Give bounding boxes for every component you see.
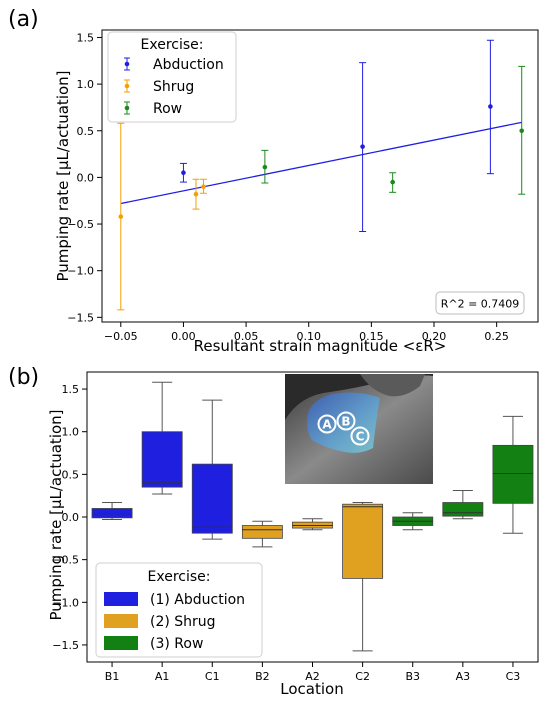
y-tick-label: 1.0	[62, 426, 80, 439]
panel-b-x-axis: B1 A1 C1 B2 A2 C2 B3 A3 C3	[105, 662, 521, 683]
panel-a-y-axis-title: Pumping rate [μL/actuation]	[54, 70, 72, 281]
legend-swatch-3	[104, 636, 138, 650]
y-tick-label: 1.5	[62, 383, 80, 396]
inset-marker-label-a: A	[322, 418, 332, 432]
panel-a-data-layer	[117, 39, 526, 311]
x-tick-label: A2	[305, 670, 320, 683]
y-tick-label: −1.5	[52, 639, 79, 652]
y-tick-label: −1.0	[52, 596, 79, 609]
legend-swatch-2	[104, 614, 138, 628]
y-tick-label: 1.5	[77, 31, 95, 44]
row-data-point	[519, 128, 525, 134]
legend-swatch-1	[104, 592, 138, 606]
inset-marker-b	[336, 411, 356, 431]
r-squared-box	[435, 291, 525, 315]
shrug-legend-label: Shrug	[153, 79, 194, 95]
x-tick-label: 0.10	[296, 330, 321, 343]
x-tick-label: B1	[105, 670, 120, 683]
x-tick-label: A3	[456, 670, 471, 683]
abduction-data-point	[181, 170, 186, 176]
x-tick-label: 0.00	[171, 330, 196, 343]
panel-a-label: (a)	[8, 7, 39, 32]
panel-b-y-axis: −1.5 −1.0 −0.5 0.0 0.5 1.0 1.5	[52, 383, 87, 652]
panel-b-legend-frame	[95, 562, 263, 658]
sensor-pad	[307, 392, 380, 453]
panel-b-label: (b)	[8, 365, 39, 390]
inset-markers: A BC	[317, 411, 370, 446]
x-tick-label: B3	[405, 670, 420, 683]
row-data-point	[262, 164, 268, 170]
box-c1-body	[191, 463, 233, 534]
box-c3-body	[492, 444, 534, 504]
panel-a-x-axis: −0.05 0.00 0.05 0.10 0.15 0.20 0.25	[104, 322, 509, 343]
panel-a-legend-title: Exercise:	[141, 37, 204, 53]
row-legend-marker	[124, 105, 130, 111]
panel-b-x-axis-title: Location	[280, 680, 343, 698]
panel-a-legend-frame	[107, 31, 237, 123]
x-tick-label: C2	[355, 670, 370, 683]
inset-marker-c	[350, 426, 370, 446]
shrug-data-point	[201, 184, 206, 190]
row-data-point	[390, 179, 395, 185]
shrug-data-point	[193, 191, 199, 197]
abduction-legend-marker	[124, 61, 130, 67]
inset-marker-a	[317, 414, 337, 434]
y-tick-label: 0.0	[62, 511, 80, 524]
y-tick-label: −0.5	[52, 554, 79, 567]
panel-a-x-axis-title: Resultant strain magnitude <εR>	[194, 337, 447, 355]
y-tick-label: −1.0	[67, 265, 94, 278]
panel-b-legend: Exercise: (1) Abduction (2) Shrug (3) Row	[95, 562, 263, 658]
legend-label-1: (1) Abduction	[150, 592, 245, 608]
abduction-data-point	[360, 144, 365, 149]
box-c2-body	[342, 503, 384, 579]
y-tick-label: 0.5	[62, 468, 80, 481]
y-tick-label: 0.5	[77, 125, 95, 138]
x-tick-label: 0.20	[422, 330, 447, 343]
x-tick-label: A1	[155, 670, 170, 683]
shrug-data-point	[118, 214, 124, 219]
x-tick-label: B2	[255, 670, 270, 683]
x-tick-label: C3	[506, 670, 521, 683]
y-tick-label: −1.5	[67, 311, 94, 324]
y-tick-label: 0.0	[77, 171, 95, 184]
r-squared-annotation: R^2 = 0.7409	[435, 291, 525, 315]
panel-a-plot-frame	[101, 29, 539, 323]
panel-b-legend-title: Exercise:	[148, 569, 211, 585]
shoulder-inset-image: A BC	[285, 374, 433, 484]
panel-b-y-axis-title: Pumping rate [μL/actuation]	[47, 409, 65, 620]
panel-b-data-layer	[91, 381, 534, 652]
y-tick-label: −0.5	[67, 218, 94, 231]
panel-a-y-axis: −1.5 −1.0 −0.5 0.0 0.5 1.0 1.5	[67, 31, 102, 324]
abduction-data-point	[488, 104, 493, 109]
x-tick-label: 0.15	[359, 330, 384, 343]
inset-marker-label-b: B	[341, 415, 350, 429]
y-tick-label: 1.0	[77, 78, 95, 91]
x-tick-label: 0.25	[484, 330, 509, 343]
x-tick-label: C1	[205, 670, 220, 683]
box-a3-body	[442, 502, 484, 517]
panel-a-legend: Exercise: Abduction Shrug Row	[107, 31, 237, 123]
legend-label-2: (2) Shrug	[150, 614, 216, 630]
box-b2-body	[241, 525, 283, 539]
fit-line	[120, 121, 522, 205]
inset-marker-label-c: C	[356, 430, 365, 444]
r-squared-text: R^2 = 0.7409	[441, 298, 520, 311]
neck-shadow	[360, 374, 425, 397]
x-tick-label: −0.05	[104, 330, 138, 343]
row-legend-label: Row	[153, 101, 182, 117]
shrug-legend-marker	[124, 83, 130, 89]
panel-a-legend-items: Abduction Shrug Row	[124, 57, 224, 117]
panel-b-legend-items: (1) Abduction (2) Shrug (3) Row	[104, 592, 245, 652]
x-tick-label: 0.05	[234, 330, 259, 343]
legend-label-3: (3) Row	[150, 636, 203, 652]
abduction-legend-label: Abduction	[153, 57, 224, 73]
box-a1-body	[141, 431, 183, 488]
